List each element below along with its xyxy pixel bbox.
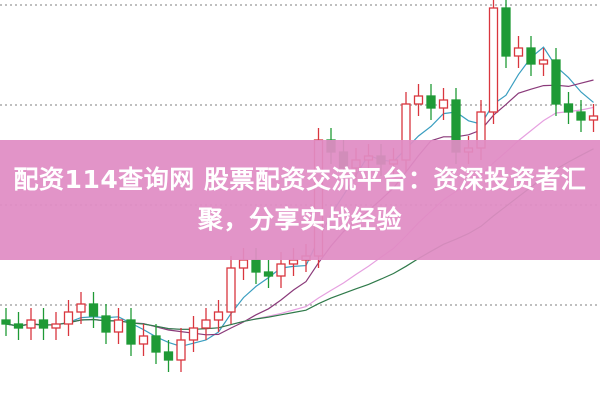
candle-down <box>526 47 536 65</box>
candle-up <box>488 7 499 113</box>
candle-down <box>426 95 436 109</box>
candle-up <box>588 115 599 121</box>
candle-up <box>113 319 124 333</box>
candle-up <box>63 311 74 325</box>
candle-down <box>126 319 136 345</box>
candle-up <box>513 47 524 57</box>
candle-up <box>213 311 224 321</box>
candle-up <box>238 259 249 269</box>
candle-up <box>26 319 36 329</box>
candle-up <box>138 335 149 345</box>
candle-down <box>251 259 261 273</box>
candle-up <box>226 267 236 313</box>
candle-down <box>263 271 274 277</box>
candle-up <box>201 319 211 329</box>
candle-up <box>188 327 199 341</box>
candle-up <box>538 59 549 65</box>
candle-down <box>151 335 161 353</box>
candle-up <box>413 95 424 105</box>
candle-up <box>276 263 286 277</box>
candle-down <box>576 111 586 121</box>
title-banner: 配资114查询网 股票配资交流平台：资深投资者汇聚，分享实战经验 <box>0 140 600 260</box>
candle-down <box>501 7 511 57</box>
candle-down <box>101 315 111 333</box>
candle-up <box>176 339 186 361</box>
candle-down <box>38 319 49 329</box>
candle-up <box>438 99 449 109</box>
candle-down <box>88 303 99 317</box>
candle-down <box>1 319 11 325</box>
candle-down <box>563 103 574 113</box>
candle-down <box>163 351 174 361</box>
candle-up <box>288 259 299 265</box>
candle-down <box>13 323 24 329</box>
candle-up <box>76 303 86 313</box>
candle-up <box>51 323 61 329</box>
candle-down <box>551 59 561 105</box>
banner-title: 配资114查询网 股票配资交流平台：资深投资者汇聚，分享实战经验 <box>13 165 587 234</box>
